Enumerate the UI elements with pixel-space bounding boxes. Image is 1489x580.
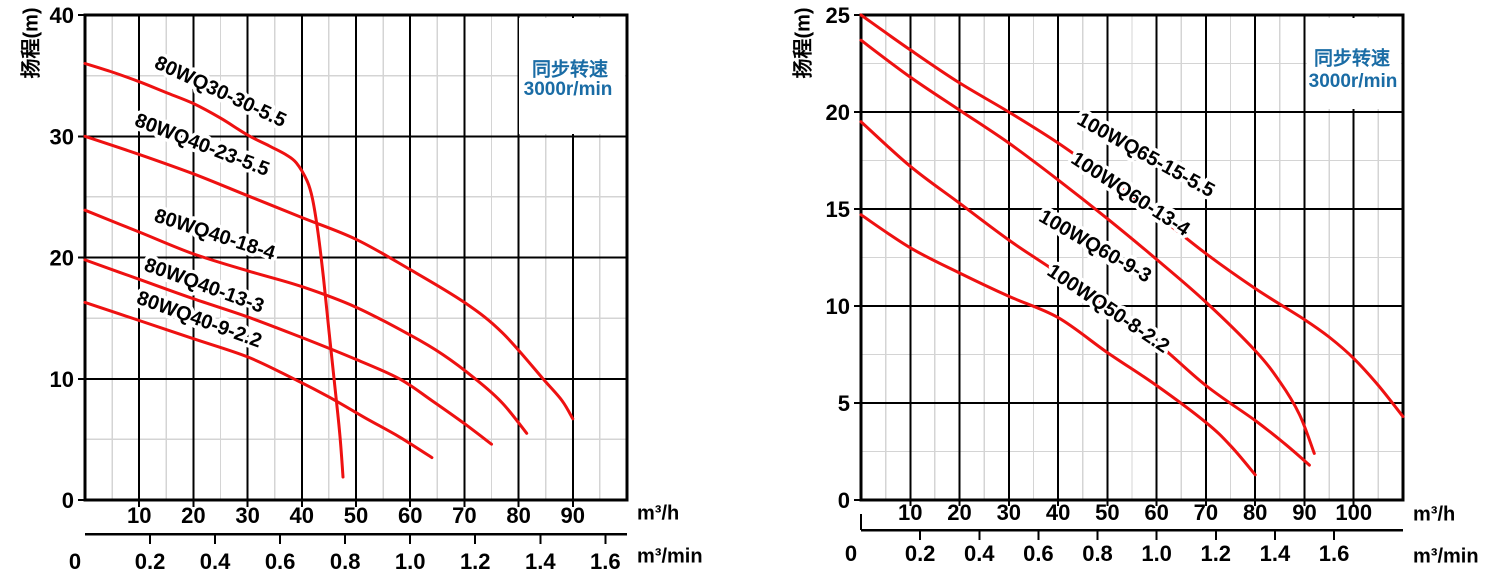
svg-text:30: 30 — [235, 503, 259, 528]
svg-text:10: 10 — [826, 294, 850, 319]
svg-text:20: 20 — [947, 500, 971, 525]
left-chart-sync-speed-label: 同步转速 — [531, 59, 609, 81]
svg-text:30: 30 — [50, 124, 74, 149]
svg-text:10: 10 — [127, 503, 151, 528]
right-chart-sync-speed-value: 3000r/min — [1308, 71, 1398, 92]
svg-text:40: 40 — [50, 3, 74, 28]
right-chart-flow-unit-label: m³/h — [1413, 503, 1456, 526]
svg-text:0: 0 — [69, 549, 81, 574]
svg-text:100: 100 — [1335, 500, 1372, 525]
svg-text:50: 50 — [344, 503, 368, 528]
svg-text:0.4: 0.4 — [964, 541, 995, 566]
left-chart-flow2-unit-label: m³/min — [637, 545, 703, 568]
svg-text:0.6: 0.6 — [1023, 541, 1054, 566]
svg-text:0.2: 0.2 — [135, 549, 166, 574]
svg-text:0.8: 0.8 — [1082, 541, 1113, 566]
svg-text:90: 90 — [561, 503, 585, 528]
svg-text:1.2: 1.2 — [460, 549, 491, 574]
svg-text:1.6: 1.6 — [1319, 541, 1350, 566]
svg-text:20: 20 — [181, 503, 205, 528]
svg-text:70: 70 — [452, 503, 476, 528]
svg-text:10: 10 — [50, 367, 74, 392]
svg-text:0: 0 — [838, 488, 850, 513]
svg-text:1.0: 1.0 — [395, 549, 426, 574]
svg-text:20: 20 — [50, 246, 74, 271]
svg-text:1.2: 1.2 — [1200, 541, 1231, 566]
svg-text:30: 30 — [997, 500, 1021, 525]
svg-text:0: 0 — [62, 488, 74, 513]
svg-text:40: 40 — [290, 503, 314, 528]
svg-text:1.4: 1.4 — [1260, 541, 1291, 566]
svg-text:60: 60 — [398, 503, 422, 528]
svg-text:90: 90 — [1292, 500, 1316, 525]
svg-text:15: 15 — [826, 197, 850, 222]
svg-text:10: 10 — [898, 500, 922, 525]
svg-text:1.6: 1.6 — [590, 549, 621, 574]
svg-text:80: 80 — [1243, 500, 1267, 525]
svg-text:80: 80 — [506, 503, 530, 528]
svg-text:60: 60 — [1144, 500, 1168, 525]
left-chart-flow-unit-label: m³/h — [637, 502, 680, 525]
svg-text:25: 25 — [826, 3, 850, 28]
svg-text:40: 40 — [1046, 500, 1070, 525]
svg-text:5: 5 — [838, 391, 850, 416]
curve-label: 80WQ40-23-5.5 — [132, 109, 273, 181]
left-chart-y-axis-title: 扬程(m) — [20, 7, 43, 79]
svg-text:0.4: 0.4 — [200, 549, 231, 574]
svg-text:50: 50 — [1095, 500, 1119, 525]
svg-text:0: 0 — [845, 541, 857, 566]
svg-text:70: 70 — [1194, 500, 1218, 525]
curve-label: 100WQ65-15-5.5 — [1073, 108, 1218, 202]
svg-text:0.6: 0.6 — [265, 549, 296, 574]
svg-text:0.2: 0.2 — [905, 541, 936, 566]
svg-text:1.0: 1.0 — [1141, 541, 1172, 566]
right-chart-flow2-unit-label: m³/min — [1413, 545, 1479, 568]
svg-text:1.4: 1.4 — [525, 549, 556, 574]
left-chart-sync-speed-value: 3000r/min — [523, 79, 613, 100]
curve-label: 80WQ40-18-4 — [152, 205, 279, 265]
svg-text:20: 20 — [826, 100, 850, 125]
svg-text:0.8: 0.8 — [330, 549, 361, 574]
right-chart-y-axis-title: 扬程(m) — [792, 7, 815, 79]
right-chart-sync-speed-label: 同步转速 — [1313, 48, 1391, 70]
